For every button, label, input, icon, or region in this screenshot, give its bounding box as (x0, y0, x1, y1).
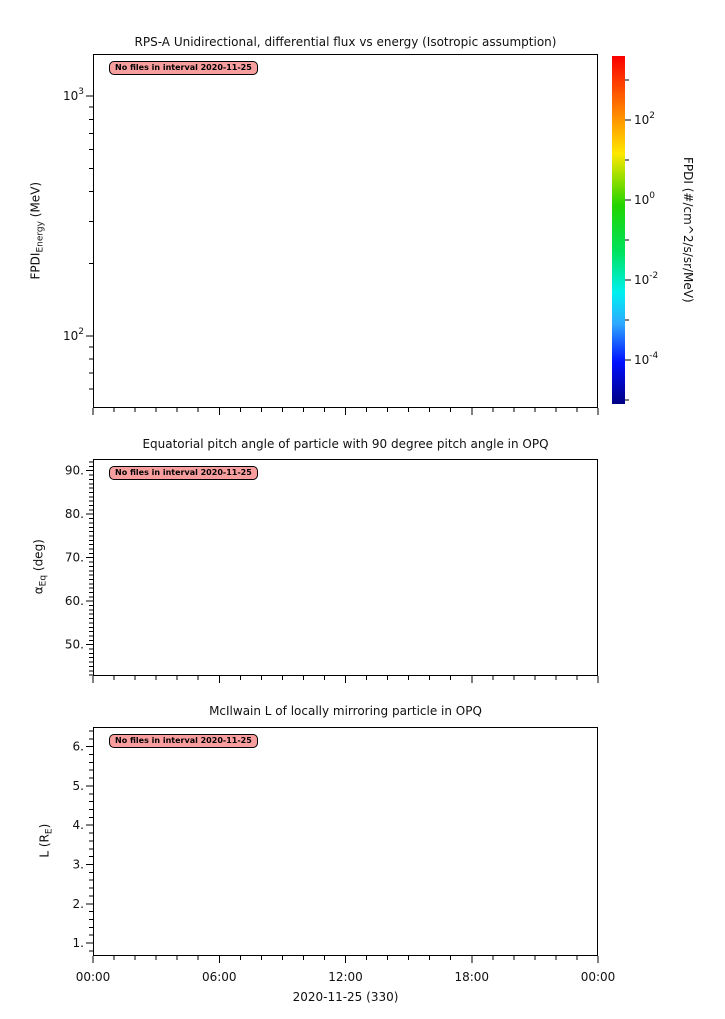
y-axis-label-flux: FPDIEnergy (MeV) (28, 111, 45, 351)
svg-text:1.: 1. (73, 936, 84, 950)
y-axis-label-l-text: L (R (37, 834, 52, 858)
panel-flux-title: RPS-A Unidirectional, differential flux … (134, 35, 557, 49)
svg-text:102: 102 (63, 327, 84, 343)
svg-text:5.: 5. (73, 779, 84, 793)
svg-text:103: 103 (63, 87, 84, 103)
svg-text:3.: 3. (73, 857, 84, 871)
y-axis-label-pitch-angle-units: (deg) (31, 539, 46, 575)
y-axis-label-flux-subscript: Energy (35, 221, 46, 253)
svg-text:50.: 50. (65, 638, 84, 652)
plot-area-flux: No files in interval 2020-11-25 (93, 54, 598, 408)
svg-text:90.: 90. (65, 464, 84, 478)
svg-text:6.: 6. (73, 740, 84, 754)
x-axis-title: 2020-11-25 (330) (292, 990, 399, 1004)
svg-text:100: 100 (634, 191, 655, 207)
panel-mcilwain-l-title: McIlwain L of locally mirroring particle… (209, 704, 482, 718)
no-data-badge-flux: No files in interval 2020-11-25 (109, 61, 258, 75)
no-data-badge-mcilwain-l: No files in interval 2020-11-25 (109, 734, 258, 748)
svg-text:102: 102 (634, 111, 655, 127)
y-axis-label-flux-text: FPDI (28, 252, 43, 280)
svg-text:70.: 70. (65, 551, 84, 565)
svg-text:2.: 2. (73, 897, 84, 911)
colorbar (612, 56, 625, 404)
no-data-badge-pitch-angle: No files in interval 2020-11-25 (109, 466, 258, 480)
y-axis-label-pitch-angle-subscript: Eq (38, 574, 49, 587)
svg-text:18:00: 18:00 (454, 970, 489, 984)
y-axis-label-mcilwain-l: L (RE) (37, 721, 54, 961)
svg-text:10-4: 10-4 (634, 351, 659, 367)
svg-text:60.: 60. (65, 594, 84, 608)
y-axis-label-l-subscript: E (44, 828, 55, 835)
panel-pitch-angle-title: Equatorial pitch angle of particle with … (142, 437, 549, 451)
y-axis-label-flux-units: (MeV) (28, 181, 43, 222)
y-axis-label-pitch-angle-text: α (31, 586, 46, 595)
svg-text:06:00: 06:00 (202, 970, 237, 984)
svg-text:10-2: 10-2 (634, 271, 658, 287)
y-axis-label-pitch-angle: αEq (deg) (31, 447, 48, 687)
svg-text:00:00: 00:00 (76, 970, 111, 984)
plot-area-pitch-angle: No files in interval 2020-11-25 (93, 459, 598, 676)
svg-text:80.: 80. (65, 507, 84, 521)
svg-text:12:00: 12:00 (328, 970, 363, 984)
colorbar-label: FPDI (#/cm^2/s/sr/MeV) (681, 157, 695, 303)
plot-area-mcilwain-l: No files in interval 2020-11-25 (93, 727, 598, 956)
svg-text:4.: 4. (73, 818, 84, 832)
y-axis-label-l-units: ) (37, 823, 52, 829)
svg-text:00:00: 00:00 (581, 970, 616, 984)
